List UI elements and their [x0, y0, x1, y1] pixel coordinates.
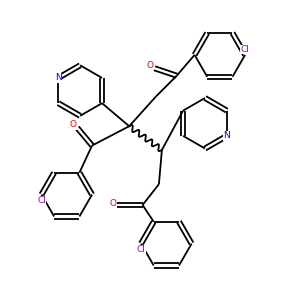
- Text: Cl: Cl: [37, 196, 46, 205]
- Text: O: O: [109, 199, 116, 208]
- Text: Cl: Cl: [136, 245, 146, 254]
- Text: O: O: [146, 61, 154, 70]
- Text: O: O: [69, 120, 76, 129]
- Text: N: N: [224, 131, 230, 140]
- Text: N: N: [55, 74, 62, 82]
- Text: Cl: Cl: [241, 45, 250, 54]
